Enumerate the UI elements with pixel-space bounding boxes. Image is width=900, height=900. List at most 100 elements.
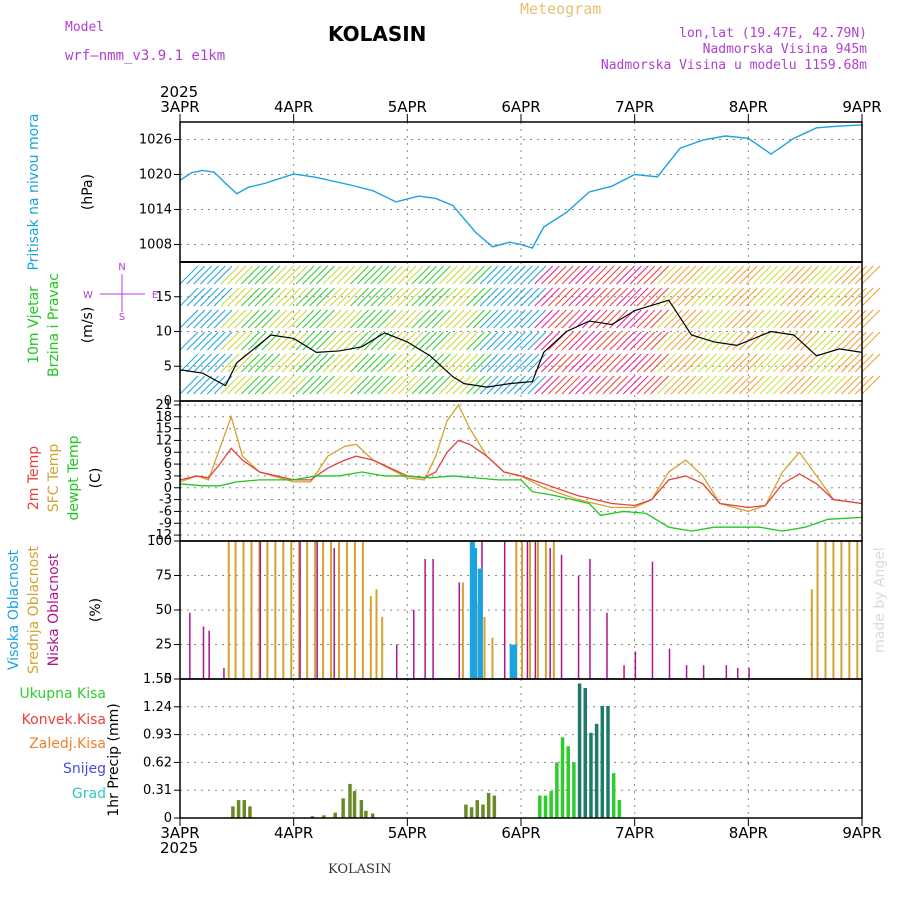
cloud-bar-2 <box>549 547 551 679</box>
wind-barb <box>827 331 847 351</box>
wind-barb <box>588 265 608 285</box>
wind-barb <box>663 265 683 285</box>
wind-barb <box>691 353 710 373</box>
wind-barb <box>602 309 622 329</box>
wind-barb <box>438 287 458 307</box>
xtick-label-top: 3APR <box>160 98 199 116</box>
wind-barb <box>766 287 785 307</box>
cloud-bar-1 <box>290 541 293 679</box>
wind-barb <box>322 309 342 329</box>
wind-barb <box>200 265 219 285</box>
wind-barb <box>268 265 288 285</box>
wind-barb <box>691 287 710 307</box>
wind-barb <box>234 309 253 329</box>
wind-barb <box>445 353 465 373</box>
wind-barb <box>861 331 881 351</box>
wind-barb <box>452 265 472 285</box>
cloud-bar-2 <box>299 541 301 679</box>
wind-barb <box>684 375 704 395</box>
cloud-bar-2 <box>259 541 262 679</box>
wind-barb <box>234 375 253 395</box>
wind-barb <box>431 309 451 329</box>
xtick-label-top: 7APR <box>615 98 654 116</box>
wind-barb <box>718 309 738 329</box>
wind-barb <box>745 309 765 329</box>
wind-barb <box>397 331 417 351</box>
cloud-bar-2 <box>623 665 625 679</box>
wind-barb <box>779 309 799 329</box>
cloud-bar-2 <box>589 558 591 679</box>
wind-barb <box>813 375 833 395</box>
wind-barb <box>636 309 656 329</box>
wind-barb <box>452 287 472 307</box>
wind-barb <box>800 375 819 395</box>
wind-barb <box>711 353 731 373</box>
ytick-label-pressure: 1008 <box>139 238 172 253</box>
wind-barb <box>575 309 594 329</box>
wind-barb <box>186 265 206 285</box>
wind-barb <box>779 265 799 285</box>
ytick-label-cloud: 50 <box>155 603 172 618</box>
precip-bar <box>236 800 241 818</box>
wind-barb <box>329 265 349 285</box>
wind-barb <box>220 265 240 285</box>
wind-barb <box>609 331 629 351</box>
wind-barb <box>534 265 553 285</box>
wind-barb <box>329 309 349 329</box>
wind-barb <box>745 265 765 285</box>
cloud-bar-1 <box>375 589 378 679</box>
wind-barb <box>772 331 792 351</box>
wind-barb <box>588 353 608 373</box>
cloud-bar-1 <box>848 541 851 679</box>
wind-barb <box>193 331 212 351</box>
ytick-label-cloud: 25 <box>155 638 172 653</box>
wind-barb <box>793 309 813 329</box>
wind-barb <box>186 287 206 307</box>
wind-barbs <box>179 265 881 395</box>
wind-barb <box>472 353 492 373</box>
wind-barb <box>629 287 649 307</box>
wind-barb <box>459 287 478 307</box>
temp-2m-line <box>179 439 863 509</box>
wind-barb <box>636 265 656 285</box>
wind-barb <box>179 353 199 373</box>
wind-barb <box>309 353 328 373</box>
wind-barb <box>425 375 444 395</box>
wind-barb <box>554 353 574 373</box>
wind-barb <box>343 265 363 285</box>
precip-bar <box>594 723 599 818</box>
compass-w: W <box>83 290 93 301</box>
wind-barb <box>636 375 656 395</box>
wind-barb <box>595 375 615 395</box>
wind-barb <box>827 375 847 395</box>
wind-barb <box>343 287 363 307</box>
wind-barb <box>772 309 792 329</box>
wind-barb <box>179 331 199 351</box>
wind-barb <box>732 265 751 285</box>
wind-barb <box>663 331 683 351</box>
wind-barb <box>848 287 867 307</box>
wind-barb <box>329 287 349 307</box>
wind-barb <box>752 287 772 307</box>
wind-barb <box>848 265 867 285</box>
model-name: wrf—nmm_v3.9.1 e1km <box>65 48 226 64</box>
wind-barb <box>500 287 519 307</box>
compass-s: S <box>119 312 125 323</box>
ytick-label-wind: 5 <box>164 359 172 374</box>
wind-barb <box>752 309 772 329</box>
wind-barb <box>261 265 281 285</box>
wind-barb <box>752 331 772 351</box>
wind-barb <box>684 287 704 307</box>
wind-barb <box>697 375 717 395</box>
wind-barb <box>718 287 738 307</box>
cloud-bar-2 <box>651 561 654 679</box>
wind-barb <box>759 353 779 373</box>
wind-barb <box>234 287 253 307</box>
xtick-label-bottom: 7APR <box>615 824 654 842</box>
wind-barb <box>629 331 649 351</box>
ytick-label-temp: 0 <box>164 481 172 496</box>
wind-barb <box>404 309 424 329</box>
ytick-label-temp: -12 <box>151 528 172 543</box>
ytick-label-cloud: 75 <box>155 569 172 584</box>
wind-barb <box>356 287 376 307</box>
